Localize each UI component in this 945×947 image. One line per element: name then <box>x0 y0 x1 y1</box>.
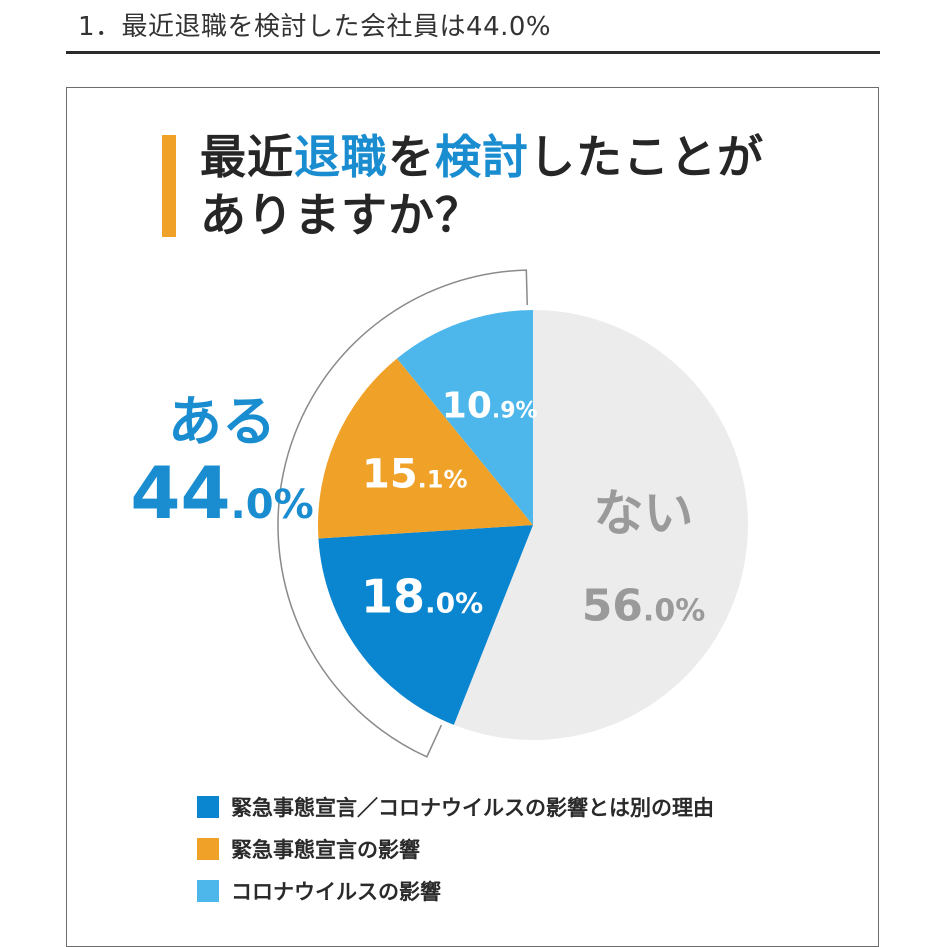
question-title: 最近退職を検討したことが ありますか？ <box>200 128 840 244</box>
legend-item: 緊急事態宣言の影響 <box>197 828 714 870</box>
slice-value-label: 56.0% <box>582 580 706 631</box>
question-text-part: 最近 <box>200 130 294 184</box>
pie-slice <box>318 358 533 539</box>
slice-category-label: ない <box>593 484 693 542</box>
legend-label: 緊急事態宣言の影響 <box>231 838 420 862</box>
legend-item: コロナウイルスの影響 <box>197 870 714 912</box>
heading-divider <box>66 51 880 54</box>
question-highlight-taishoku: 退職 <box>294 130 388 184</box>
group-category-label: ある <box>168 390 276 453</box>
question-highlight-kento: 検討 <box>435 130 529 184</box>
pie-slice <box>396 310 533 525</box>
section-heading: 1．最近退職を検討した会社員は44.0% <box>78 12 552 42</box>
legend-label: コロナウイルスの影響 <box>231 880 441 904</box>
pie-slices <box>318 310 749 740</box>
legend-item: 緊急事態宣言／コロナウイルスの影響とは別の理由 <box>197 786 714 828</box>
question-text-part: したことが <box>529 130 764 184</box>
slice-value-label: 15.1% <box>362 451 468 497</box>
question-accent-bar <box>162 135 176 237</box>
legend-swatch <box>197 838 219 860</box>
pie-slice <box>318 525 533 725</box>
question-text-line2: ありますか？ <box>200 188 482 242</box>
legend-swatch <box>197 880 219 902</box>
question-text-part: を <box>388 130 435 184</box>
chart-legend: 緊急事態宣言／コロナウイルスの影響とは別の理由 緊急事態宣言の影響 コロナウイル… <box>197 786 714 912</box>
slice-value-label: 18.0% <box>361 569 483 623</box>
slice-value-label: 10.9% <box>442 385 538 426</box>
pie-slice <box>453 310 749 740</box>
group-bracket <box>277 269 528 758</box>
legend-label: 緊急事態宣言／コロナウイルスの影響とは別の理由 <box>231 796 714 820</box>
legend-swatch <box>197 796 219 818</box>
group-value-label: 44.0% <box>130 451 313 535</box>
